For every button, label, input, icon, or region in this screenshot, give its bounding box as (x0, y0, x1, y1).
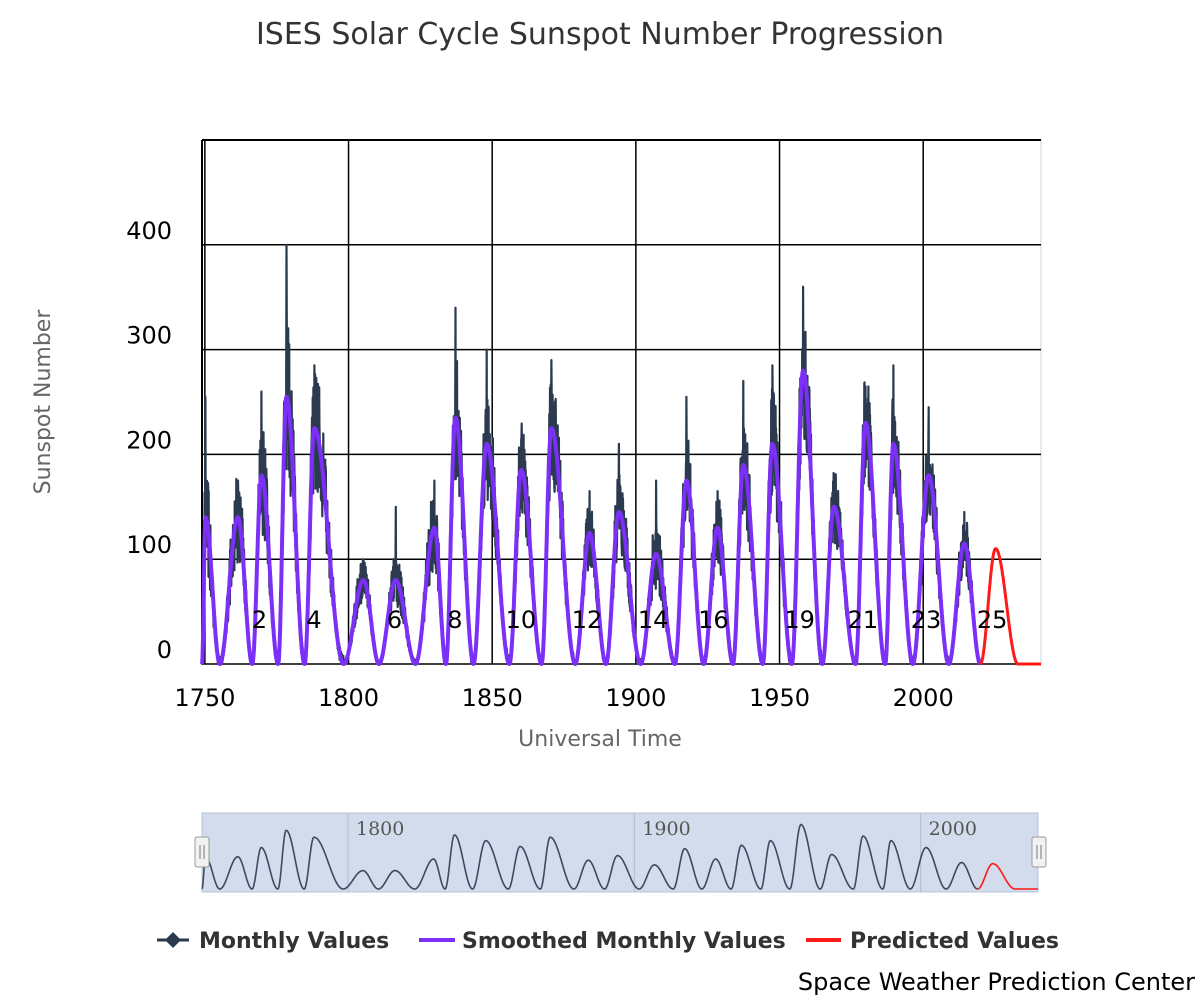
plot-series (200, 243, 1041, 666)
y-tick-label: 0 (157, 636, 172, 664)
navigator-label: 2000 (929, 818, 977, 840)
legend-item[interactable]: Monthly Values (157, 929, 389, 954)
cycle-label: 19 (784, 606, 815, 634)
cycle-label: 25 (977, 606, 1008, 634)
legend-label: Smoothed Monthly Values (462, 929, 786, 954)
legend-label: Monthly Values (199, 929, 389, 954)
legend-item[interactable]: Smoothed Monthly Values (419, 929, 786, 954)
cycle-label: 4 (306, 606, 321, 634)
series-predicted-values (979, 547, 1041, 666)
cycle-labels: 2 4 6 8 10 12 14 16 19 21 23 25 (252, 606, 1008, 634)
legend-item[interactable]: Predicted Values (806, 929, 1059, 954)
y-tick-label: 400 (126, 217, 172, 245)
cycle-label: 8 (447, 606, 462, 634)
cycle-label: 10 (506, 606, 537, 634)
navigator-series-smoothed (201, 823, 978, 890)
cycle-label: 16 (698, 606, 729, 634)
x-tick-label: 1950 (749, 684, 810, 712)
cycle-label: 21 (848, 606, 879, 634)
diamond-marker-icon (165, 932, 181, 948)
x-axis-title: Universal Time (518, 727, 682, 752)
navigator-handle-left[interactable] (194, 836, 210, 868)
y-tick-label: 200 (126, 426, 172, 454)
y-axis-title: Sunspot Number (31, 309, 56, 495)
x-tick-label: 1750 (174, 684, 235, 712)
chart-title: ISES Solar Cycle Sunspot Number Progress… (256, 17, 944, 52)
navigator-label: 1800 (356, 818, 404, 840)
credit-text[interactable]: Space Weather Prediction Center (798, 968, 1195, 996)
plot-area (201, 139, 1042, 665)
x-tick-label: 1800 (318, 684, 379, 712)
cycle-label: 14 (638, 606, 669, 634)
navigator-handle-right[interactable] (1031, 836, 1047, 868)
navigator-background (201, 812, 1039, 893)
x-axis-ticks: 1750 1800 1850 1900 1950 2000 (174, 684, 953, 712)
plot-grid (201, 139, 1042, 665)
navigator-label: 1900 (642, 818, 690, 840)
cycle-label: 12 (572, 606, 603, 634)
y-tick-label: 300 (126, 322, 172, 350)
y-tick-label: 100 (126, 531, 172, 559)
cycle-label: 23 (911, 606, 942, 634)
legend: Monthly Values Smoothed Monthly Values Pre… (157, 929, 1059, 954)
x-tick-label: 1900 (605, 684, 666, 712)
navigator-series-predicted (977, 862, 1038, 890)
series-smoothed-monthly-values (200, 368, 982, 666)
x-tick-label: 2000 (893, 684, 954, 712)
x-tick-label: 1850 (462, 684, 523, 712)
navigator[interactable]: 1800 1900 2000 (194, 812, 1047, 893)
y-axis-ticks: 0 100 200 300 400 (126, 217, 172, 664)
cycle-label: 6 (387, 606, 402, 634)
cycle-label: 2 (252, 606, 267, 634)
legend-label: Predicted Values (850, 929, 1059, 954)
